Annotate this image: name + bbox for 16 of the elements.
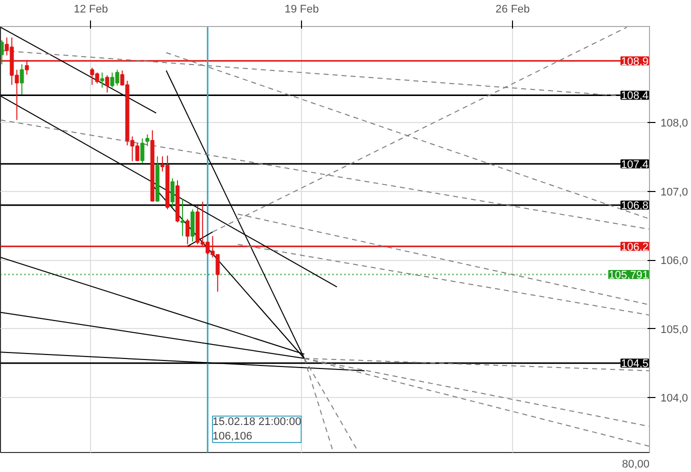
ref-line-label: 108,4 — [620, 90, 649, 102]
ref-line-label: 108,9 — [620, 56, 649, 68]
ref-line-label: 107,4 — [620, 158, 649, 171]
y-tick-label: 107,0 — [660, 186, 688, 198]
x-tick-label: 12 Feb — [74, 4, 108, 16]
ref-line-label: 106,8 — [620, 200, 649, 212]
ref-line-label: 106,2 — [620, 241, 649, 254]
ref-line-label: 104,5 — [620, 358, 649, 370]
x-tick-label: 26 Feb — [496, 4, 530, 16]
y-tick-label: 108,0 — [660, 118, 688, 130]
ref-line-label: 105,791 — [608, 269, 649, 282]
text: 80,00 — [622, 458, 650, 470]
x-tick-label: 19 Feb — [284, 4, 319, 16]
y-tick-label: 106,0 — [660, 255, 688, 268]
y-tick-label: 104,0 — [660, 392, 688, 405]
y-tick-label: 105,0 — [660, 324, 688, 336]
